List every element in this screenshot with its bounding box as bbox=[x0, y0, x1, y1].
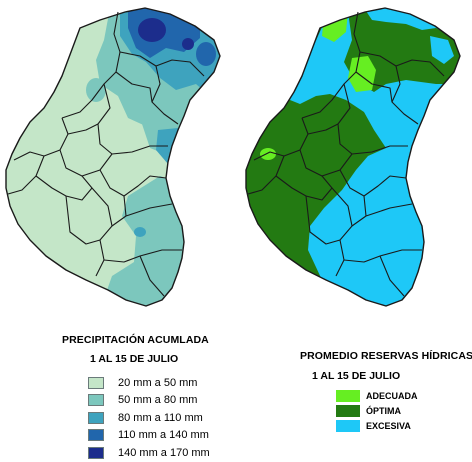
legend-swatch bbox=[336, 389, 360, 402]
legend-item-adecuada: ADECUADA bbox=[336, 388, 418, 403]
precipitation-map bbox=[5, 7, 221, 307]
legend-swatch bbox=[336, 404, 360, 417]
water-reserves-period: 1 AL 15 DE JULIO bbox=[312, 370, 401, 382]
legend-swatch bbox=[88, 376, 104, 389]
water-reserves-map bbox=[245, 7, 461, 307]
legend-item-80-110: 80 mm a 110 mm bbox=[88, 409, 210, 427]
legend-label: 140 mm a 170 mm bbox=[118, 446, 210, 459]
legend-swatch bbox=[88, 446, 104, 459]
legend-item-110-140: 110 mm a 140 mm bbox=[88, 427, 210, 445]
legend-swatch bbox=[88, 429, 104, 442]
legend-label: 110 mm a 140 mm bbox=[118, 429, 209, 442]
precipitation-period: 1 AL 15 DE JULIO bbox=[90, 353, 179, 365]
legend-item-140-170: 140 mm a 170 mm bbox=[88, 444, 210, 462]
legend-label: ADECUADA bbox=[366, 390, 418, 401]
legend-label: ÓPTIMA bbox=[366, 405, 401, 416]
legend-label: EXCESIVA bbox=[366, 420, 411, 431]
legend-label: 80 mm a 110 mm bbox=[118, 411, 203, 424]
legend-item-20-50: 20 mm a 50 mm bbox=[88, 374, 210, 392]
legend-swatch bbox=[88, 394, 104, 407]
legend-item-50-80: 50 mm a 80 mm bbox=[88, 392, 210, 410]
legend-label: 50 mm a 80 mm bbox=[118, 394, 198, 407]
legend-swatch bbox=[88, 411, 104, 424]
precipitation-title: PRECIPITACIÓN ACUMLADA bbox=[62, 334, 209, 346]
legend-swatch bbox=[336, 419, 360, 432]
legend-item-optima: ÓPTIMA bbox=[336, 403, 418, 418]
legend-item-excesiva: EXCESIVA bbox=[336, 418, 418, 433]
water-reserves-title: PROMEDIO RESERVAS HÍDRICAS bbox=[300, 350, 472, 362]
legend-label: 20 mm a 50 mm bbox=[118, 376, 198, 389]
